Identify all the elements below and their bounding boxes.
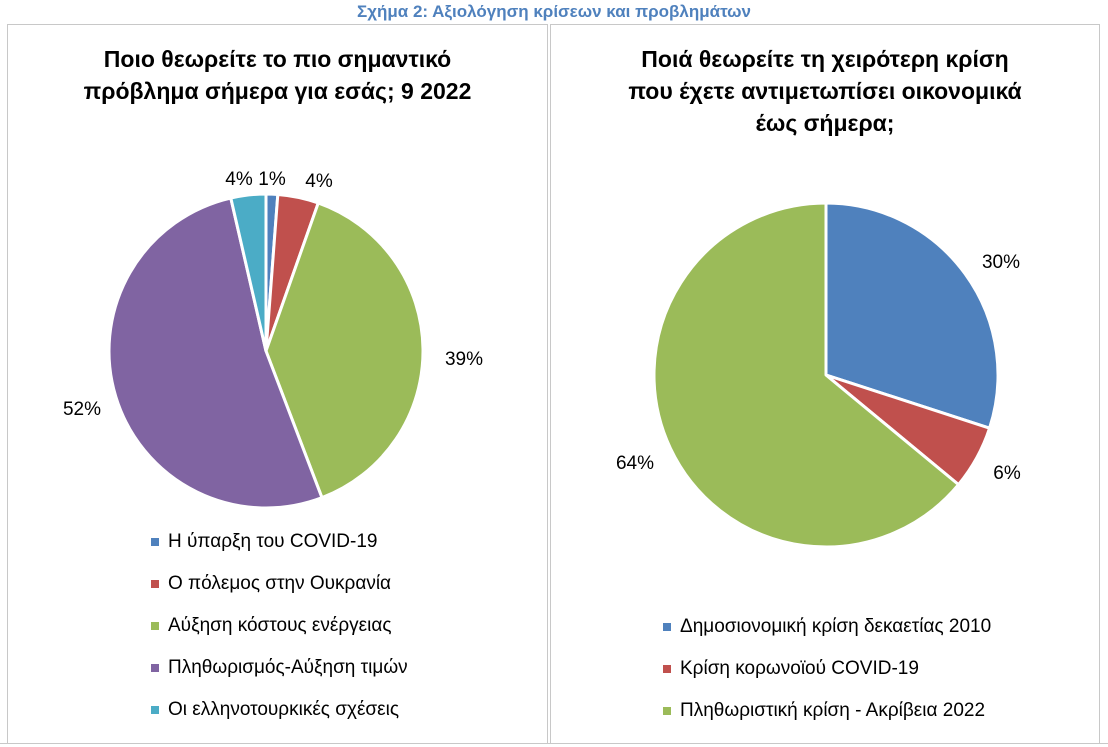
left-legend-label-1: Η ύπαρξη του COVID-19 xyxy=(168,531,378,552)
figure-bottom-border xyxy=(0,743,1108,744)
left-slice-5 xyxy=(229,192,268,353)
left-legend-swatch-3 xyxy=(151,622,159,630)
left-legend-label-2: Ο πόλεμος στην Ουκρανία xyxy=(168,573,392,594)
left-legend-label-3: Αύξηση κόστους ενέργειας xyxy=(168,615,392,636)
left-slice-label-5: 4% xyxy=(225,169,253,190)
left-legend-swatch-2 xyxy=(151,580,159,588)
right-legend-swatch-3 xyxy=(663,707,671,715)
right-slice-3 xyxy=(652,201,961,549)
left-legend-swatch-1 xyxy=(151,538,159,546)
right-slice-label-3: 64% xyxy=(616,453,654,474)
chart-title-left: Ποιο θεωρείτε το πιο σημαντικό πρόβλημα … xyxy=(8,43,547,107)
right-slice-label-1: 30% xyxy=(982,252,1020,273)
right-legend-item-3: Πληθωριστική κρίση - Ακρίβεια 2022 xyxy=(663,690,991,732)
left-legend-label-5: Οι ελληνοτουρκικές σχέσεις xyxy=(168,699,399,720)
legend-right: Δημοσιονομική κρίση δεκαετίας 2010 Κρίση … xyxy=(663,606,991,732)
left-slice-3 xyxy=(264,201,425,500)
chart-title-right-line-1: Ποιά θεωρείτε τη χειρότερη κρίση xyxy=(641,46,1009,72)
legend-left: Η ύπαρξη του COVID-19 Ο πόλεμος στην Ουκρ… xyxy=(151,521,408,731)
pie-chart-right: 30% 6% 64% xyxy=(616,201,1021,549)
right-legend-swatch-2 xyxy=(663,665,671,673)
chart-panel-left: Ποιο θεωρείτε το πιο σημαντικό πρόβλημα … xyxy=(7,24,548,744)
left-legend-swatch-4 xyxy=(151,664,159,672)
left-legend-item-4: Πληθωρισμός-Αύξηση τιμών xyxy=(151,647,408,689)
left-legend-item-1: Η ύπαρξη του COVID-19 xyxy=(151,521,408,563)
pie-chart-left: 1% 4%39%52%4% xyxy=(63,169,483,510)
left-legend-item-5: Οι ελληνοτουρκικές σχέσεις xyxy=(151,689,408,731)
left-legend-label-4: Πληθωρισμός-Αύξηση τιμών xyxy=(168,657,408,678)
chart-panel-right: Ποιά θεωρείτε τη χειρότερη κρίση που έχε… xyxy=(550,24,1100,744)
right-legend-item-1: Δημοσιονομική κρίση δεκαετίας 2010 xyxy=(663,606,991,648)
right-legend-swatch-1 xyxy=(663,623,671,631)
right-legend-item-2: Κρίση κορωνοϊού COVID-19 xyxy=(663,648,991,690)
left-slice-label-1: 1% xyxy=(258,169,286,190)
chart-title-left-line-2: πρόβλημα σήμερα για εσάς; 9 2022 xyxy=(83,78,472,104)
left-legend-item-2: Ο πόλεμος στην Ουκρανία xyxy=(151,563,408,605)
left-legend-swatch-5 xyxy=(151,706,159,714)
figure-caption: Σχήμα 2: Αξιολόγηση κρίσεων και προβλημά… xyxy=(357,2,751,21)
chart-title-left-line-1: Ποιο θεωρείτε το πιο σημαντικό xyxy=(103,46,452,72)
chart-title-right-line-3: έως σήμερα; xyxy=(755,110,895,136)
right-legend-label-1: Δημοσιονομική κρίση δεκαετίας 2010 xyxy=(680,616,992,637)
left-slice-4 xyxy=(107,196,324,510)
left-slice-label-3: 39% xyxy=(445,349,483,370)
chart-title-right-line-2: που έχετε αντιμετωπίσει οικονομικά xyxy=(628,78,1022,104)
left-slice-label-4: 52% xyxy=(63,399,101,420)
right-slice-1 xyxy=(824,201,1000,430)
chart-title-right: Ποιά θεωρείτε τη χειρότερη κρίση που έχε… xyxy=(551,43,1099,139)
left-legend-item-3: Αύξηση κόστους ενέργειας xyxy=(151,605,408,647)
left-slice-label-2: 4% xyxy=(305,171,333,192)
right-legend-label-3: Πληθωριστική κρίση - Ακρίβεια 2022 xyxy=(680,700,986,721)
right-legend-label-2: Κρίση κορωνοϊού COVID-19 xyxy=(680,658,919,679)
right-slice-label-2: 6% xyxy=(993,463,1021,484)
